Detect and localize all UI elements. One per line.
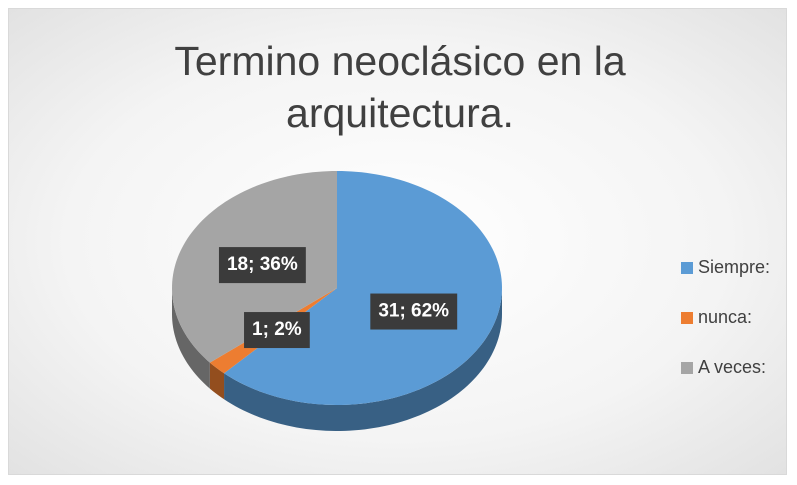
legend-label: Siempre: xyxy=(698,257,770,277)
slice-side xyxy=(209,362,225,400)
data-label: 1; 2% xyxy=(252,319,302,340)
slice-side xyxy=(172,288,210,389)
legend-label: A veces: xyxy=(698,357,766,377)
data-label-box xyxy=(244,312,310,349)
legend-label: nunca: xyxy=(698,307,752,327)
chart-title: Termino neoclásico en la arquitectura. xyxy=(174,38,626,136)
data-label: 31; 62% xyxy=(378,301,449,322)
data-label-box xyxy=(370,293,458,330)
legend-swatch xyxy=(681,312,693,324)
legend-swatch xyxy=(681,362,693,374)
data-label-box xyxy=(218,247,306,284)
slice-side xyxy=(224,288,502,431)
legend-swatch xyxy=(681,262,693,274)
data-label: 18; 36% xyxy=(227,254,298,275)
